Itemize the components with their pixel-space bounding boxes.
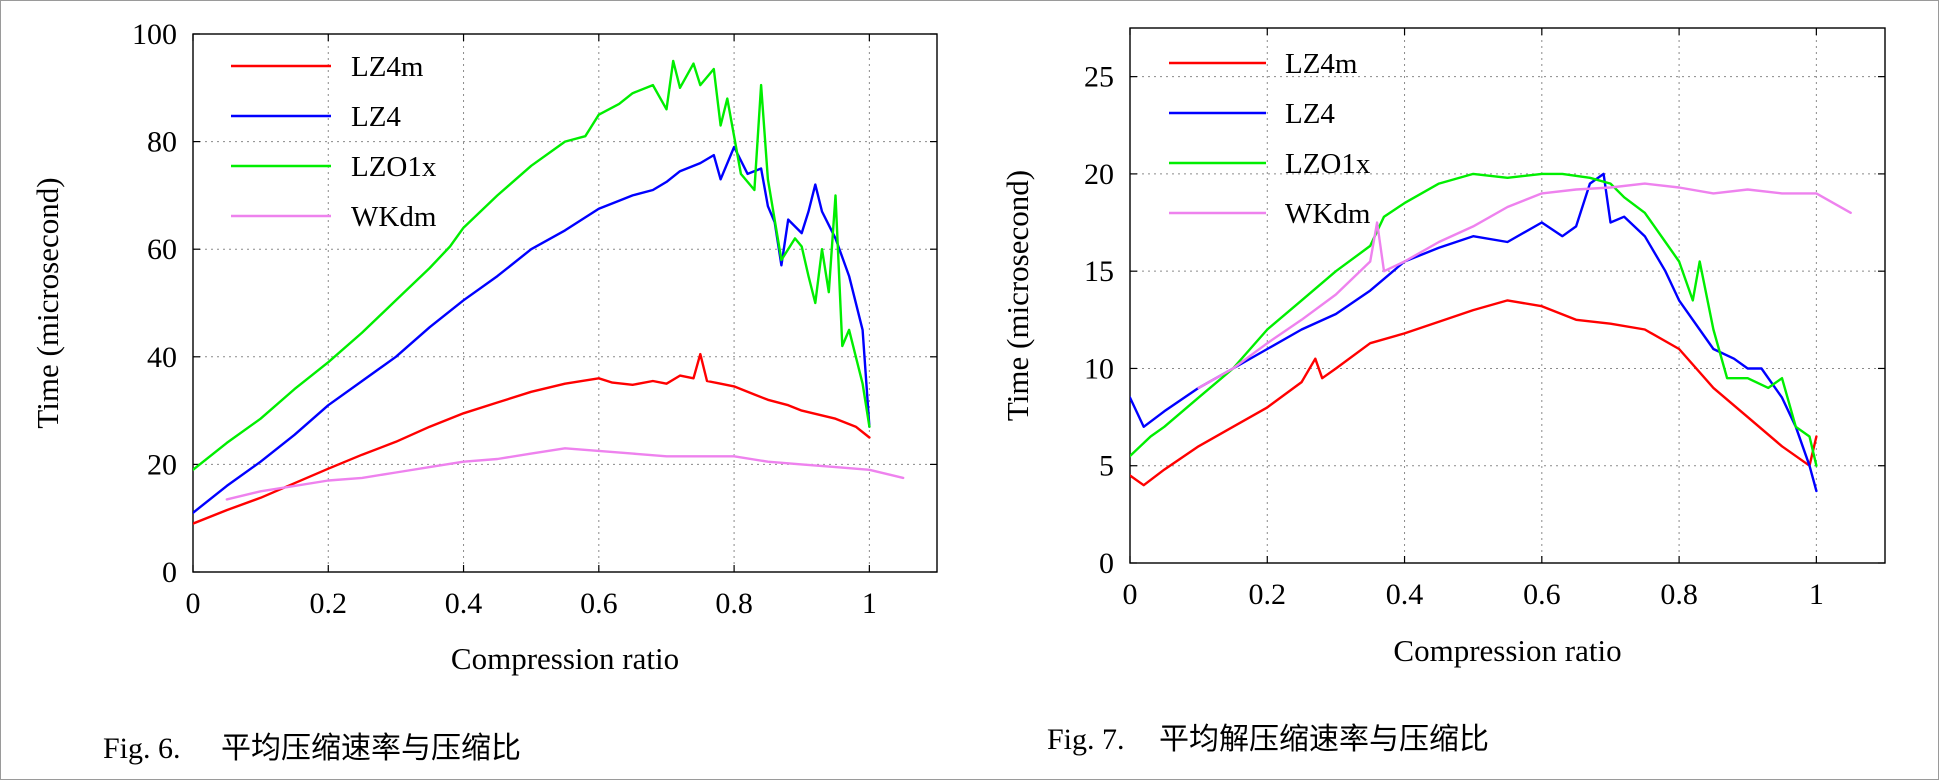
y-tick-label: 40 (147, 341, 177, 374)
x-tick-label: 0.6 (580, 587, 618, 620)
y-tick-label: 25 (1084, 61, 1114, 94)
legend-label-lzo1x: LZO1x (351, 151, 437, 183)
caption-number: Fig. 6. (103, 732, 181, 765)
series-line-lz4 (193, 145, 871, 514)
y-tick-label: 60 (147, 233, 177, 266)
y-tick-label: 15 (1084, 255, 1114, 288)
x-tick-label: 0.2 (310, 587, 348, 620)
y-tick-label: 5 (1099, 450, 1114, 483)
legend-label-lz4: LZ4 (1285, 98, 1335, 130)
x-tick-label: 0 (1123, 578, 1138, 611)
y-tick-label: 100 (132, 18, 177, 51)
y-tick-label: 20 (1084, 158, 1114, 191)
x-axis-label: Compression ratio (1393, 633, 1621, 668)
legend-label-wkdm: WKdm (1285, 198, 1371, 230)
x-tick-label: 1 (862, 587, 877, 620)
series-line-lz4m (193, 352, 871, 525)
caption-title: 平均解压缩速率与压缩比 (1159, 723, 1489, 756)
x-tick-label: 0.6 (1523, 578, 1561, 611)
y-tick-label: 0 (1099, 547, 1114, 580)
plot-area (192, 33, 938, 573)
y-tick-label: 0 (162, 556, 177, 589)
x-axis-label: Compression ratio (451, 641, 679, 676)
x-tick-label: 0.8 (715, 587, 753, 620)
series-line-lz4m (1130, 299, 1818, 487)
legend-label-lz4: LZ4 (351, 101, 401, 133)
y-tick-label: 20 (147, 448, 177, 481)
legend-label-wkdm: WKdm (351, 201, 437, 233)
y-tick-label: 10 (1084, 352, 1114, 385)
caption-title: 平均压缩速率与压缩比 (221, 732, 521, 765)
y-axis-label: Time (microsecond) (1000, 170, 1035, 421)
series-line-lzo1x (193, 59, 871, 471)
legend-label-lz4m: LZ4m (1285, 48, 1358, 80)
y-axis-label: Time (microsecond) (30, 177, 65, 428)
x-tick-label: 0.2 (1249, 578, 1287, 611)
x-tick-label: 0 (186, 587, 201, 620)
series-line-lz4 (1130, 172, 1818, 493)
plot-area (1129, 27, 1886, 564)
x-tick-label: 0.4 (445, 587, 483, 620)
series-line-wkdm (1197, 182, 1852, 390)
y-tick-label: 80 (147, 126, 177, 159)
legend-label-lzo1x: LZO1x (1285, 148, 1371, 180)
x-tick-label: 0.8 (1660, 578, 1698, 611)
series-line-lzo1x (1130, 172, 1818, 467)
x-tick-label: 1 (1809, 578, 1824, 611)
series-line-wkdm (225, 447, 905, 501)
x-tick-label: 0.4 (1386, 578, 1424, 611)
caption-number: Fig. 7. (1047, 723, 1125, 756)
legend-label-lz4m: LZ4m (351, 51, 424, 83)
chart-fig6: 0 0.2 0.4 0.6 0.8 1 0 20 40 60 80 100 Compression ra… (30, 18, 938, 765)
